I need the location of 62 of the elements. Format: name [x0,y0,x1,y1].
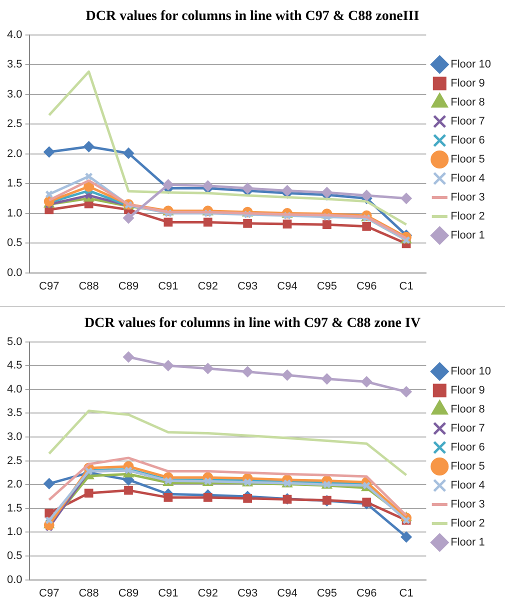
chart-title: DCR values for columns in line with C97 & C88 zoneIII [86,9,420,24]
x-tick-label: C97 [39,280,60,292]
legend-label: Floor 6 [450,134,485,147]
y-tick-label: 0.5 [6,550,22,562]
y-tick-label: 3.0 [6,431,22,444]
x-tick-label: C89 [118,587,139,600]
y-tick-label: 2.0 [6,148,22,160]
x-tick-label: C96 [356,587,377,600]
y-tick-label: 2.5 [6,454,22,467]
x-tick-label: C92 [198,587,218,600]
y-tick-label: 2.5 [6,118,22,130]
x-tick-label: C96 [356,280,377,292]
chart-title: DCR values for columns in line with C97 & C88 zone IV [84,316,421,332]
y-tick-label: 3.5 [6,58,22,71]
x-tick-label: C1 [399,280,414,292]
y-tick-label: 3.5 [6,407,22,420]
y-tick-label: 1.0 [6,207,22,220]
legend-label: Floor 4 [450,480,485,492]
legend-label: Floor 1 [450,536,485,549]
legend-label: Floor 8 [450,404,485,416]
x-tick-label: C1 [399,587,414,600]
x-tick-label: C95 [316,587,338,600]
x-tick-label: C93 [237,280,258,292]
y-tick-label: 3.0 [6,88,22,100]
legend-label: Floor 2 [450,210,485,223]
legend-label: Floor 1 [450,230,485,242]
legend-label: Floor 9 [450,78,485,90]
legend-label: Floor 5 [450,154,485,166]
legend-label: Floor 10 [450,58,492,71]
legend-label: Floor 10 [450,366,492,378]
legend-label: Floor 3 [450,498,485,511]
y-tick-label: 1.0 [6,526,22,538]
legend-label: Floor 8 [450,96,485,109]
x-tick-label: C88 [78,587,99,600]
legend-label: Floor 4 [450,172,485,185]
y-tick-label: 1.5 [6,502,22,514]
x-tick-label: C88 [78,280,99,292]
legend-label: Floor 7 [450,116,485,128]
x-tick-label: C93 [237,587,258,600]
y-tick-label: 4.0 [6,383,22,396]
x-tick-label: C92 [198,280,218,292]
legend-label: Floor 6 [450,442,485,454]
y-tick-label: 4.0 [6,28,22,41]
x-tick-label: C91 [158,587,178,600]
legend-label: Floor 2 [450,518,485,530]
y-tick-label: 5.0 [6,336,22,348]
y-tick-label: 4.5 [6,360,22,372]
x-tick-label: C89 [118,280,139,292]
y-tick-label: 0.5 [6,237,22,250]
x-tick-label: C94 [277,280,298,292]
y-tick-label: 2.0 [6,478,22,491]
legend-label: Floor 7 [450,422,485,435]
x-tick-label: C91 [158,280,178,292]
x-tick-label: C95 [316,280,338,292]
legend-label: Floor 9 [450,384,485,397]
y-tick-label: 0.0 [6,266,22,279]
x-tick-label: C97 [39,587,60,600]
y-tick-label: 1.5 [6,178,22,190]
x-tick-label: C94 [277,587,298,600]
legend-label: Floor 5 [450,460,485,473]
legend-label: Floor 3 [450,192,485,204]
y-tick-label: 0.0 [6,574,22,586]
